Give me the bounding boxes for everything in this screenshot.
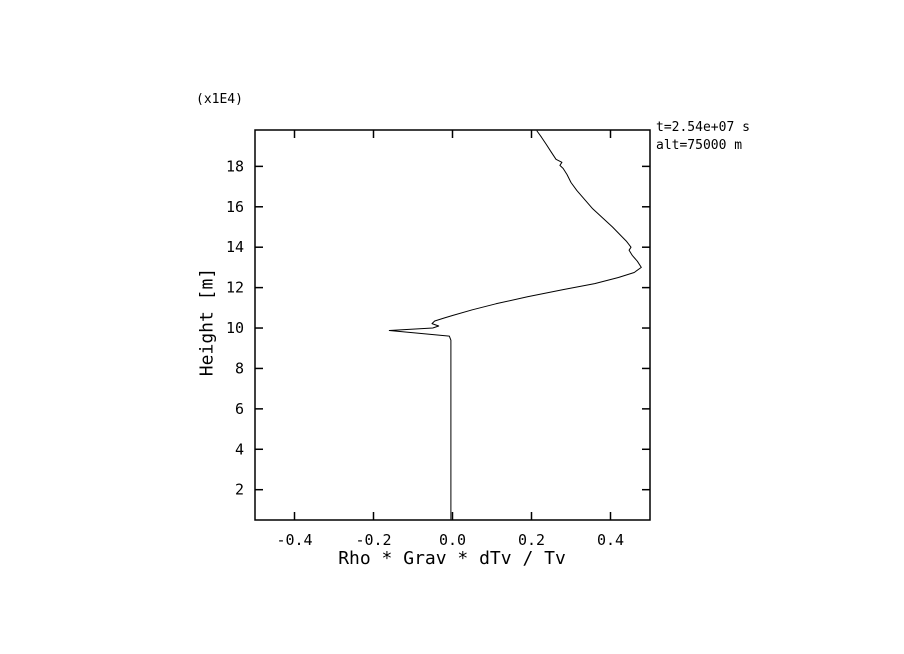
y-tick-label: 16	[226, 198, 244, 216]
annotation-altitude: alt=75000 m	[656, 138, 743, 153]
y-tick-label: 18	[226, 157, 244, 175]
annotation-time: t=2.54e+07 s	[656, 120, 750, 135]
data-line	[388, 130, 642, 520]
x-tick-label: -0.4	[276, 531, 312, 549]
y-tick-label: 12	[226, 279, 244, 297]
y-axis-title: Height [m]	[196, 267, 218, 377]
x-axis-title: Rho * Grav * dTv / Tv	[338, 548, 566, 569]
x-tick-label: -0.2	[355, 531, 391, 549]
x-tick-label: 0.2	[518, 531, 545, 549]
x-tick-label: 0.0	[439, 531, 466, 549]
plot-frame	[254, 129, 651, 521]
y-axis-multiplier-label: (x1E4)	[196, 92, 243, 107]
y-tick-label: 8	[235, 359, 244, 377]
y-tick-label: 2	[235, 481, 244, 499]
y-tick-label: 14	[226, 238, 244, 256]
y-tick-label: 4	[235, 440, 244, 458]
x-tick-label: 0.4	[597, 531, 624, 549]
y-tick-label: 10	[226, 319, 244, 337]
y-tick-label: 6	[235, 400, 244, 418]
